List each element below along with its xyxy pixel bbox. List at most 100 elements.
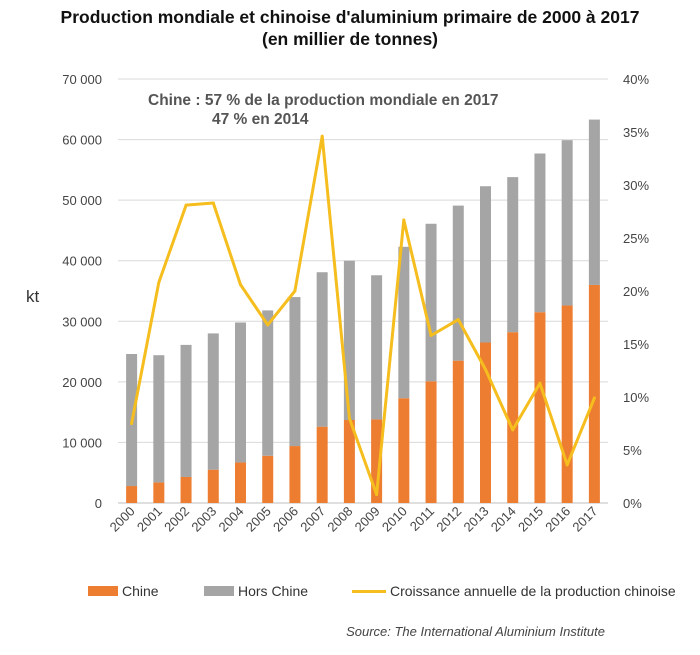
growth-point: [456, 318, 460, 322]
bar-hors-chine: [343, 260, 355, 421]
growth-point: [429, 334, 433, 338]
y2-tick-label: 25%: [623, 231, 649, 246]
growth-point: [184, 203, 188, 207]
bar-chine: [126, 486, 138, 503]
y2-tick-label: 30%: [623, 178, 649, 193]
x-tick-label: 2003: [188, 504, 219, 535]
bar-chine: [534, 312, 546, 503]
chart-title-line2: (en millier de tonnes): [262, 29, 438, 49]
x-tick-label: 2014: [488, 504, 519, 535]
bar-chine: [480, 342, 491, 503]
chart-title-line1: Production mondiale et chinoise d'alumin…: [60, 7, 640, 27]
bar-hors-chine: [588, 119, 600, 285]
legend-swatch-hors-chine: [204, 586, 234, 596]
bar-hors-chine: [289, 297, 301, 447]
bar-hors-chine: [153, 355, 165, 483]
bar-chine: [452, 360, 464, 503]
bar-chine: [235, 462, 246, 503]
bar-hors-chine: [561, 140, 573, 306]
bar-chine: [316, 426, 328, 503]
chart: 0 10 000 20 000 30 000 40 000 50 000 60 000 70 …: [26, 72, 649, 535]
x-tick-label: 2009: [352, 504, 383, 535]
y2-tick-label: 20%: [623, 284, 649, 299]
x-tick-label: 2000: [107, 504, 138, 535]
y-tick-label: 60 000: [62, 133, 102, 148]
x-tick-label: 2005: [243, 504, 274, 535]
bar-hors-chine: [235, 322, 246, 463]
x-tick-label: 2010: [379, 504, 410, 535]
growth-point: [320, 134, 324, 138]
x-tick-label: 2004: [216, 504, 247, 535]
growth-point: [511, 428, 515, 432]
y-tick-label: 40 000: [62, 254, 102, 269]
growth-point: [565, 463, 569, 467]
bar-chine: [262, 455, 274, 503]
chart-title: Production mondiale et chinoise d'alumin…: [0, 6, 700, 50]
x-tick-label: 2012: [433, 504, 464, 535]
x-tick-label: 2013: [461, 504, 492, 535]
annotation-line2: 47 % en 2014: [212, 111, 309, 128]
x-tick-label: 2002: [161, 504, 192, 535]
legend-item-hors-chine: Hors Chine: [204, 583, 308, 599]
bar-chine: [343, 420, 355, 503]
growth-line: [130, 134, 596, 496]
bar-hors-chine: [425, 223, 437, 382]
x-tick-label: 2006: [270, 504, 301, 535]
bar-chine: [425, 381, 437, 503]
bar-hors-chine: [207, 333, 219, 470]
bar-hors-chine: [534, 153, 546, 313]
growth-point: [375, 493, 379, 497]
bar-hors-chine: [480, 186, 491, 343]
growth-point: [484, 367, 487, 371]
bar-chine: [153, 482, 165, 503]
x-tick-label: 2007: [297, 504, 328, 535]
y-tick-label: 50 000: [62, 193, 102, 208]
x-tick-label: 2017: [569, 504, 600, 535]
y-tick-label: 0: [95, 496, 102, 511]
y2-tick-label: 5%: [623, 443, 642, 458]
growth-point: [293, 289, 297, 293]
growth-point: [347, 416, 351, 420]
bar-hors-chine: [262, 310, 274, 456]
bar-hors-chine: [398, 246, 410, 399]
bar-chine: [507, 332, 519, 503]
x-tick-label: 2001: [134, 504, 165, 535]
bar-hors-chine: [452, 205, 464, 361]
x-tick-label: 2016: [542, 504, 573, 535]
growth-point: [538, 381, 542, 385]
bar-chine: [207, 469, 219, 503]
growth-point: [266, 323, 270, 327]
annotation-line1: Chine : 57 % de la production mondiale e…: [148, 92, 499, 109]
legend-swatch-growth: [352, 589, 386, 593]
growth-point: [211, 201, 215, 205]
bar-hors-chine: [316, 272, 328, 427]
x-tick-label: 2008: [324, 504, 355, 535]
y2-tick-label: 0%: [623, 496, 642, 511]
y2-tick-label: 40%: [623, 72, 649, 87]
legend-item-growth: Croissance annuelle de la production chi…: [352, 583, 676, 599]
growth-point: [157, 281, 161, 285]
bar-hors-chine: [507, 177, 519, 333]
legend-label-growth: Croissance annuelle de la production chi…: [390, 583, 676, 599]
x-tick-label: 2015: [515, 504, 546, 535]
y-tick-label: 70 000: [62, 72, 102, 87]
growth-point: [130, 422, 134, 425]
y-axis-label: kt: [26, 287, 40, 306]
growth-point: [592, 396, 596, 400]
bar-chine: [289, 446, 301, 503]
bar-chine: [588, 284, 600, 503]
bar-chine: [180, 476, 192, 503]
growth-point: [239, 283, 242, 287]
source-note: Source: The International Aluminium Inst…: [346, 624, 605, 639]
bar-chine: [398, 398, 410, 503]
bar-chine: [561, 305, 573, 503]
legend-label-chine: Chine: [122, 583, 159, 599]
growth-point: [402, 218, 406, 222]
legend-item-chine: Chine: [88, 583, 159, 599]
bar-chine: [371, 419, 383, 503]
y2-tick-label: 35%: [623, 125, 649, 140]
legend-swatch-chine: [88, 586, 118, 596]
y-tick-label: 10 000: [62, 435, 102, 450]
bar-hors-chine: [371, 275, 383, 420]
y2-tick-label: 15%: [623, 337, 649, 352]
